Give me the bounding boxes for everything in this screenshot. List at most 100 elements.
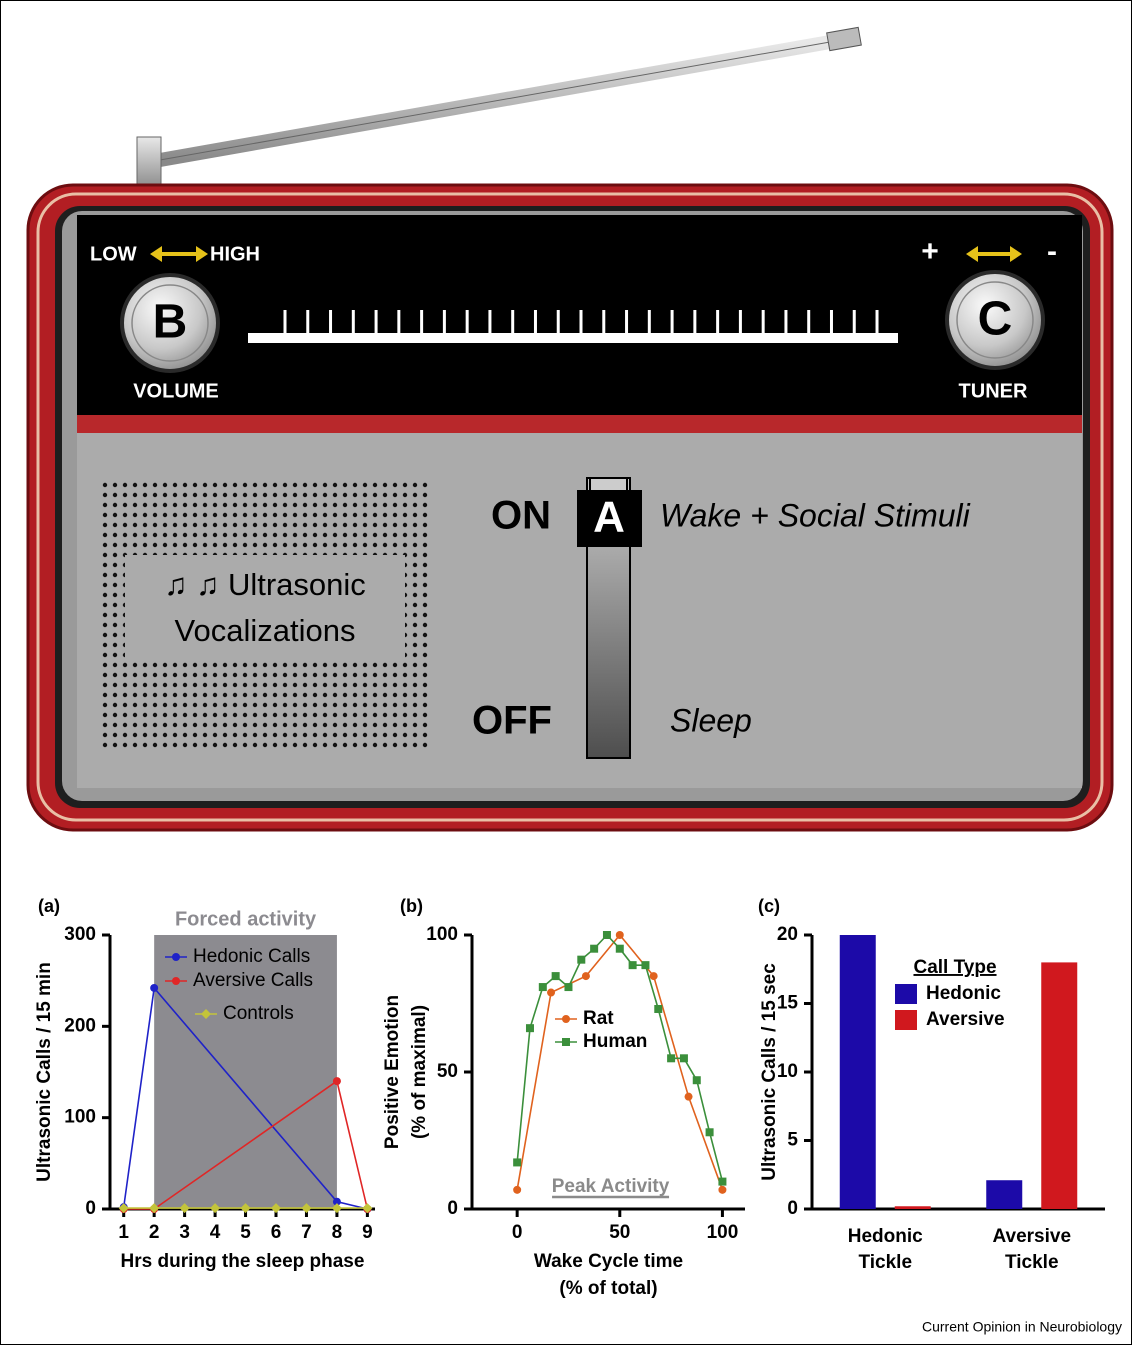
speaker-hole — [322, 502, 328, 508]
speaker-hole — [202, 522, 208, 528]
speaker-hole — [152, 542, 158, 548]
speaker-hole — [252, 722, 258, 728]
speaker-hole — [172, 512, 178, 518]
marker — [564, 983, 573, 992]
speaker-hole — [382, 492, 388, 498]
speaker-hole — [402, 692, 408, 698]
speaker-hole — [302, 662, 308, 668]
speaker-hole — [282, 692, 288, 698]
speaker-hole — [172, 732, 178, 738]
speaker-hole — [272, 732, 278, 738]
speaker-hole — [202, 512, 208, 518]
speaker-hole — [142, 512, 148, 518]
arrows — [150, 246, 1022, 262]
speaker-hole — [332, 732, 338, 738]
speaker-hole — [102, 622, 108, 628]
speaker-hole — [322, 712, 328, 718]
x-tick-label: 5 — [240, 1222, 251, 1243]
marker — [667, 1054, 676, 1063]
speaker-hole — [222, 482, 228, 488]
speaker-hole — [322, 522, 328, 528]
speaker-hole — [402, 512, 408, 518]
marker — [590, 944, 599, 953]
speaker-hole — [342, 542, 348, 548]
speaker-hole — [172, 742, 178, 748]
speaker-hole — [112, 532, 118, 538]
speaker-hole — [232, 742, 238, 748]
speaker-hole — [402, 542, 408, 548]
arrow-head — [196, 246, 208, 262]
speaker-hole — [142, 672, 148, 678]
speaker-hole — [212, 742, 218, 748]
speaker-hole — [122, 502, 128, 508]
speaker-hole — [102, 592, 108, 598]
speaker-hole — [322, 532, 328, 538]
series-line — [123, 1079, 369, 1210]
speaker-hole — [402, 532, 408, 538]
speaker-hole — [252, 692, 258, 698]
speaker-hole — [332, 692, 338, 698]
tuner-label: TUNER — [959, 380, 1028, 402]
speaker-hole — [272, 502, 278, 508]
speaker-hole — [412, 552, 418, 558]
speaker-hole — [342, 482, 348, 488]
speaker-hole — [272, 482, 278, 488]
speaker-hole — [212, 532, 218, 538]
speaker-hole — [332, 742, 338, 748]
speaker-hole — [392, 492, 398, 498]
x-tick-label: 8 — [332, 1222, 343, 1243]
marker — [172, 977, 180, 985]
speaker-hole — [152, 492, 158, 498]
bar — [894, 1206, 931, 1209]
speaker-hole — [192, 682, 198, 688]
speaker-hole — [352, 722, 358, 728]
speaker-hole — [132, 742, 138, 748]
speaker-hole — [282, 522, 288, 528]
speaker-hole — [102, 502, 108, 508]
speaker-hole — [202, 742, 208, 748]
speaker-hole — [142, 662, 148, 668]
speaker-hole — [382, 732, 388, 738]
speaker-hole — [232, 682, 238, 688]
x-tick-label: Hedonic Tickle — [848, 1226, 923, 1273]
speaker-hole — [172, 482, 178, 488]
tuning-scale — [248, 333, 898, 343]
speaker-hole — [102, 572, 108, 578]
volume-low: LOW — [90, 243, 137, 265]
speaker-hole — [322, 672, 328, 678]
speaker-hole — [312, 522, 318, 528]
speaker-hole — [212, 502, 218, 508]
speaker-line: ♫ ♫ Ultrasonic — [164, 567, 366, 602]
speaker-hole — [142, 542, 148, 548]
speaker-hole — [252, 702, 258, 708]
switch-cap — [589, 477, 628, 493]
speaker-hole — [232, 732, 238, 738]
speaker-hole — [382, 682, 388, 688]
speaker-hole — [422, 642, 428, 648]
speaker-hole — [412, 722, 418, 728]
speaker-hole — [412, 582, 418, 588]
x-tick-label: 9 — [362, 1222, 373, 1243]
bar — [839, 935, 876, 1209]
speaker-hole — [322, 722, 328, 728]
volume-high: HIGH — [210, 243, 260, 265]
speaker-hole — [112, 492, 118, 498]
speaker-hole — [422, 662, 428, 668]
speaker-hole — [222, 722, 228, 728]
speaker-hole — [162, 672, 168, 678]
speaker-hole — [312, 482, 318, 488]
speaker-hole — [262, 692, 268, 698]
speaker-hole — [422, 582, 428, 588]
marker — [331, 1203, 342, 1214]
speaker-hole — [142, 682, 148, 688]
speaker-hole — [342, 702, 348, 708]
legend-swatch — [895, 1010, 917, 1030]
speaker-hole — [182, 522, 188, 528]
speaker-hole — [402, 482, 408, 488]
speaker-hole — [362, 662, 368, 668]
speaker-hole — [302, 732, 308, 738]
speaker-hole — [332, 542, 338, 548]
speaker-hole — [332, 502, 338, 508]
speaker-hole — [262, 502, 268, 508]
speaker-hole — [242, 492, 248, 498]
